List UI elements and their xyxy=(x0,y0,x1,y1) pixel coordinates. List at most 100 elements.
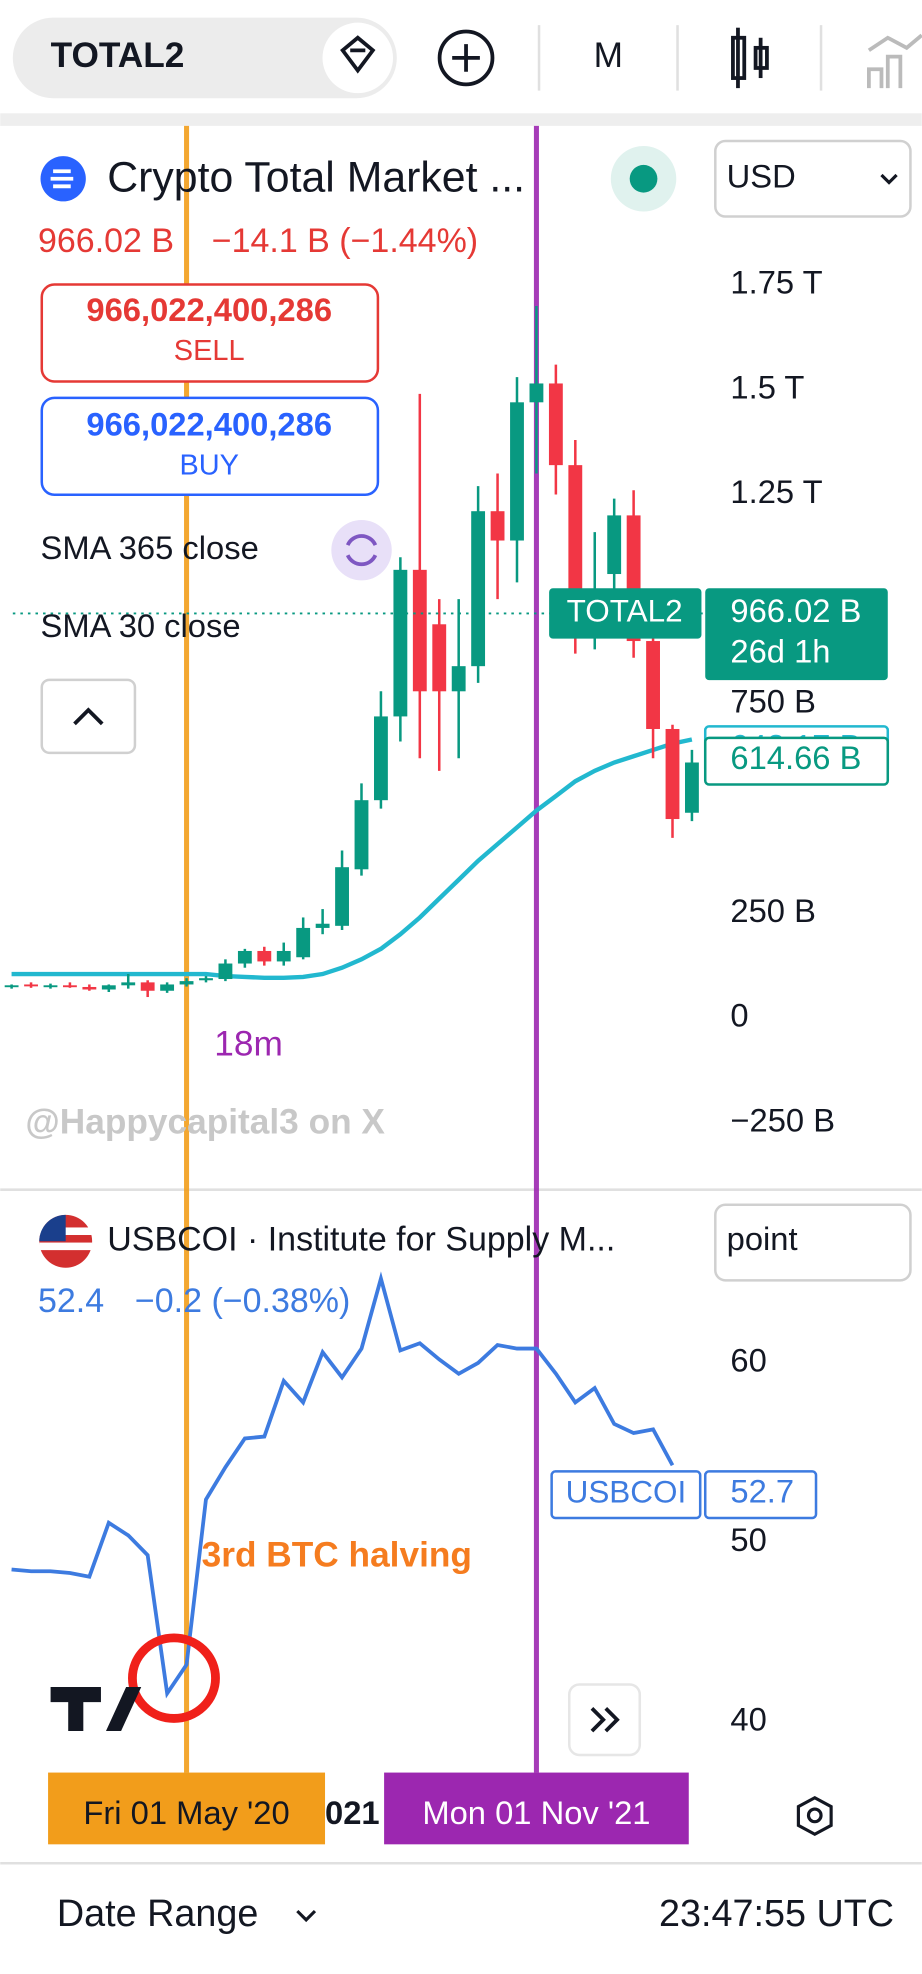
double-chevron xyxy=(590,1707,620,1733)
symbol-tag xyxy=(549,588,702,639)
y-tick-label: 1.75 T xyxy=(730,264,822,301)
candle-body xyxy=(335,867,349,926)
y-tick-label: 40 xyxy=(730,1701,766,1738)
plot xyxy=(4,125,721,1773)
candle-body xyxy=(43,985,58,988)
unit-select[interactable] xyxy=(714,1203,912,1282)
candle-body xyxy=(607,515,622,575)
line xyxy=(11,737,693,981)
unit[interactable]: point xyxy=(727,1220,798,1257)
line xyxy=(11,1271,675,1699)
indicator-legend[interactable]: SMA 30 close xyxy=(41,607,241,644)
indicator-change: −0.2 (−0.38%) xyxy=(135,1282,350,1320)
countdown: 26d 1h xyxy=(730,632,830,669)
indicator-value: 52.4 xyxy=(38,1282,104,1320)
annotation: 18m xyxy=(214,1024,283,1063)
chevron xyxy=(880,173,898,185)
buy-price[interactable]: 966,022,400,286 xyxy=(86,405,332,442)
indicators-button[interactable] xyxy=(867,33,922,89)
candle-body xyxy=(685,762,699,813)
candle-body xyxy=(4,985,19,988)
currency[interactable]: USD xyxy=(727,157,796,194)
date-label: Fri 01 May '20 xyxy=(83,1794,289,1831)
y-tick-label: 50 xyxy=(730,1521,766,1558)
chevron-up xyxy=(73,707,104,726)
buy-label[interactable]: BUY xyxy=(179,450,239,482)
candle-body xyxy=(296,927,311,958)
candle-body xyxy=(412,569,427,692)
highlight-circle xyxy=(128,1633,220,1723)
clock: 23:47:55 UTC xyxy=(659,1893,894,1935)
candle-body xyxy=(179,981,194,985)
price-tag-label: 966.02 B xyxy=(730,592,861,629)
date-label-box xyxy=(48,1772,326,1845)
sell-button[interactable] xyxy=(40,283,380,383)
watermark: @Happycapital3 on X xyxy=(25,1103,385,1142)
candle-body xyxy=(665,728,680,820)
candle-body xyxy=(24,984,38,987)
candle-body xyxy=(63,985,77,988)
sma-tag xyxy=(703,736,890,786)
value-tag xyxy=(703,1470,818,1520)
main-title: Crypto Total Market ... xyxy=(107,153,525,201)
candle-body xyxy=(257,950,272,962)
sma-tag-label: 614.66 B xyxy=(730,739,861,776)
symbol-pill[interactable] xyxy=(12,17,397,99)
date-label-box xyxy=(384,1772,689,1845)
candle-body xyxy=(276,950,291,962)
chart-type-button[interactable] xyxy=(731,27,769,89)
candle-body xyxy=(393,569,408,717)
symbol-tag-label: USBCOI xyxy=(566,1474,687,1509)
symbol[interactable]: TOTAL2 xyxy=(51,36,185,75)
sync-icon xyxy=(345,534,378,567)
settings-button[interactable] xyxy=(796,1795,833,1837)
candle-body xyxy=(354,800,369,870)
candle-body xyxy=(548,383,563,466)
candle-body xyxy=(490,511,505,541)
value-tag-label: 52.7 xyxy=(730,1473,794,1510)
sell-label[interactable]: SELL xyxy=(174,335,245,367)
candle-body xyxy=(218,963,233,980)
candle-body xyxy=(451,666,466,692)
y-tick-label: 60 xyxy=(730,1342,766,1379)
interval[interactable]: M xyxy=(594,36,623,75)
date-label: Mon 01 Nov '21 xyxy=(422,1794,650,1831)
symbol-tag xyxy=(550,1470,702,1520)
date-range[interactable]: Date Range xyxy=(57,1893,258,1935)
buy-button[interactable] xyxy=(40,396,380,497)
add-button[interactable] xyxy=(437,29,495,87)
candle-body xyxy=(121,982,136,986)
y-tick-label: 750 B xyxy=(730,683,816,720)
candle-body xyxy=(140,982,155,991)
candle-body xyxy=(510,402,524,541)
flag-canton xyxy=(39,1214,66,1242)
candle-body xyxy=(646,641,660,729)
diamond-icon xyxy=(340,35,376,74)
candle-body xyxy=(471,511,486,667)
indicator-legend[interactable]: SMA 365 close xyxy=(41,529,259,566)
main-price: 966.02 B xyxy=(38,222,174,260)
currency-select[interactable] xyxy=(714,139,912,218)
candle-body xyxy=(432,624,447,692)
indicator-title: USBCOI · Institute for Supply M... xyxy=(107,1220,615,1258)
y-tick-label: 1.5 T xyxy=(730,368,804,405)
halving-annotation: 3rd BTC halving xyxy=(202,1536,472,1575)
logo-lines xyxy=(50,169,74,189)
candle-body xyxy=(160,984,175,991)
candle-body xyxy=(82,986,97,990)
sell-price[interactable]: 966,022,400,286 xyxy=(86,291,332,328)
y-tick-label: 1.25 T xyxy=(730,473,822,510)
candle-body xyxy=(199,978,213,981)
divider xyxy=(0,113,922,126)
plus-icon xyxy=(452,44,480,72)
main-change: −14.1 B (−1.44%) xyxy=(212,222,478,260)
collapse-button[interactable] xyxy=(40,678,137,755)
settings-dot xyxy=(806,1807,823,1824)
diamond-button[interactable] xyxy=(322,22,394,94)
candle-body xyxy=(315,923,330,928)
candle-body xyxy=(374,716,388,801)
candle-body xyxy=(101,985,116,990)
chevron xyxy=(296,1909,317,1923)
loading-button[interactable] xyxy=(331,519,392,581)
